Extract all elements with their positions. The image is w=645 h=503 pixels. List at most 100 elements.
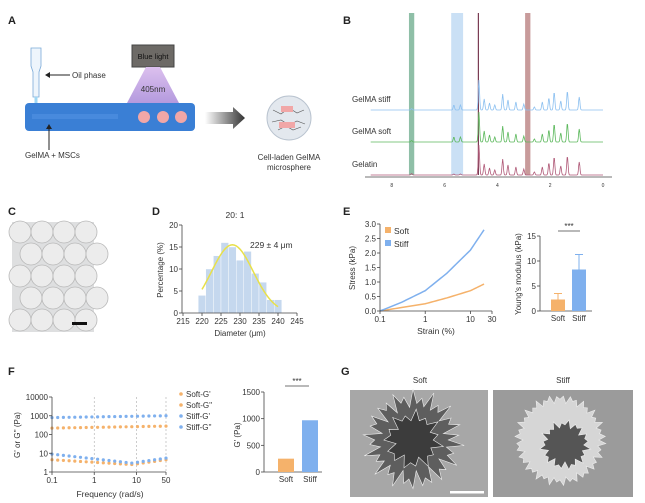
data-point [61, 426, 65, 430]
legend-label: Stiff [394, 239, 409, 249]
data-point [73, 459, 77, 463]
y-tick-label: 1000 [242, 415, 260, 424]
x-tick-label: 0.1 [374, 315, 386, 324]
legend-marker [179, 425, 183, 429]
y-tick-label: 2.0 [365, 249, 377, 258]
y-tick-label: 0 [256, 468, 261, 477]
legend-marker [179, 403, 183, 407]
data-point [107, 415, 111, 419]
data-point [118, 425, 122, 429]
significance-label: *** [292, 377, 301, 386]
x-tick-label: 245 [290, 317, 304, 326]
y-tick-label: 1500 [242, 388, 260, 397]
microsphere [8, 264, 32, 288]
spectrum-line [370, 144, 603, 176]
microsphere [19, 286, 43, 310]
microsphere-label-1: Cell-laden GelMA [258, 153, 321, 162]
x-tick-label: 220 [195, 317, 209, 326]
data-point [141, 459, 145, 464]
data-point [113, 459, 117, 463]
x-tick-label: 30 [488, 315, 497, 324]
series-label: GelMA soft [352, 127, 392, 136]
panel-label-g: G [341, 366, 350, 378]
panel-b-nmr: B GelMA stiff GelMA soft Gelatin 8 6 4 2 0 [343, 13, 612, 189]
y-tick-label: 2.5 [365, 235, 377, 244]
data-point [84, 460, 88, 464]
bar [278, 458, 294, 472]
data-point [96, 425, 100, 429]
data-point [158, 414, 162, 418]
y-tick-label: 5 [174, 287, 179, 296]
data-point [158, 457, 162, 461]
data-point [73, 426, 77, 430]
arrow-icon [45, 72, 50, 78]
y-tick-label: 0 [174, 309, 179, 318]
spectrum-line [370, 79, 603, 111]
microsphere [52, 308, 76, 332]
panel-c-micrograph: C [8, 206, 109, 332]
microsphere [63, 242, 87, 266]
legend-marker [179, 414, 183, 418]
data-point [84, 415, 88, 419]
y-axis-label: Stress (kPa) [348, 246, 357, 290]
data-point [96, 415, 100, 419]
y-tick-label: 1 [44, 468, 49, 477]
data-point [113, 461, 117, 466]
data-point [56, 453, 60, 457]
data-point [96, 457, 100, 461]
legend-label: Soft [394, 226, 410, 236]
y-tick-label: 0.5 [365, 293, 377, 302]
y-tick-label: 1000 [30, 412, 48, 421]
data-point [78, 459, 83, 464]
legend-label: Soft-G' [186, 390, 211, 399]
data-point [101, 415, 105, 419]
scale-bar [72, 322, 87, 325]
data-point [67, 454, 71, 458]
x-tick-label: Soft [551, 314, 566, 323]
panel-d-histogram: D 0 5 10 15 20 215 220 225 230 235 240 245 20: 1 229 … [152, 206, 304, 338]
data-point [67, 426, 71, 430]
data-point [124, 460, 128, 465]
y-tick-label: 3.0 [365, 220, 377, 229]
data-point [90, 456, 94, 461]
data-point [56, 426, 60, 430]
y-tick-label: 15 [527, 232, 536, 241]
legend-marker [179, 392, 183, 396]
spectrum-line [370, 111, 603, 143]
x-axis-label: Frequency (rad/s) [76, 489, 143, 499]
data-point [118, 414, 122, 419]
data-point [147, 458, 151, 463]
data-point [84, 456, 88, 460]
data-point [73, 415, 77, 419]
significance-label: *** [564, 222, 573, 231]
data-point [158, 424, 162, 428]
data-point [56, 458, 60, 462]
x-tick-label: 1 [423, 315, 428, 324]
x-tick-label: 230 [233, 317, 247, 326]
data-point [153, 424, 157, 428]
data-point [61, 415, 65, 419]
microsphere [8, 220, 32, 244]
highlight-band [525, 13, 531, 175]
x-axis-label: Diameter (μm) [214, 329, 266, 338]
y-tick-label: 20 [169, 221, 178, 230]
data-point [147, 414, 151, 418]
data-point [130, 425, 134, 429]
data-point [107, 461, 111, 465]
x-tick-label: 10 [132, 476, 141, 485]
y-tick-label: 10 [169, 265, 178, 274]
data-point [135, 414, 140, 418]
data-point [96, 460, 100, 465]
microsphere [30, 220, 54, 244]
data-point [113, 425, 117, 429]
x-tick-label: 1 [92, 476, 97, 485]
y-tick-label: 1.5 [365, 264, 377, 273]
microsphere [52, 264, 76, 288]
microsphere [63, 286, 87, 310]
tick-label: 6 [443, 183, 446, 189]
microsphere [19, 242, 43, 266]
data-point [113, 414, 117, 419]
oil-phase-label: Oil phase [72, 71, 106, 80]
panel-g-sem: G Soft Stiff [341, 366, 633, 497]
